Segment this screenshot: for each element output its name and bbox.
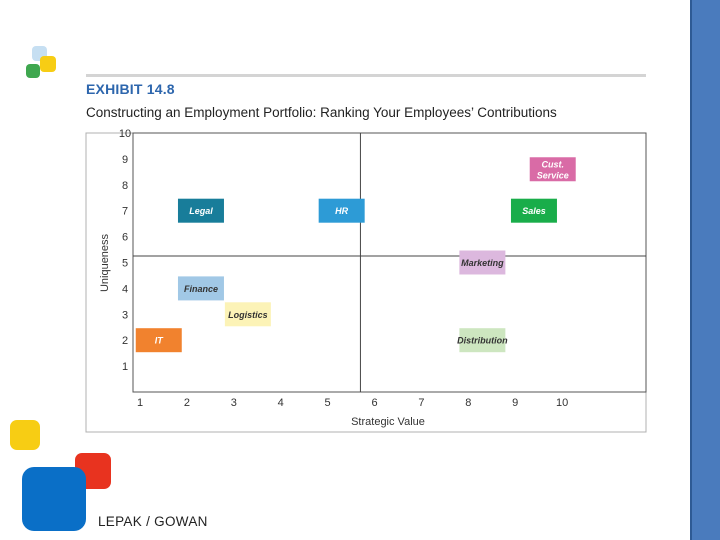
y-tick-label: 1 bbox=[122, 361, 128, 373]
point-label-it: IT bbox=[155, 336, 165, 346]
point-box-distribution bbox=[459, 328, 506, 353]
deco-square-green bbox=[26, 64, 40, 78]
right-sidebar bbox=[690, 0, 720, 540]
point-label-hr: HR bbox=[335, 206, 348, 216]
y-tick-label: 8 bbox=[122, 180, 128, 192]
y-tick-label: 9 bbox=[122, 154, 128, 166]
point-box-cust-service bbox=[529, 157, 576, 182]
point-label-finance: Finance bbox=[184, 284, 218, 294]
deco-square-yellow-bottom bbox=[10, 420, 40, 450]
point-box-finance bbox=[177, 276, 224, 301]
point-box-sales bbox=[510, 198, 557, 223]
point-box-hr bbox=[318, 198, 365, 223]
point-label-cust-service: Cust. Service bbox=[537, 159, 569, 180]
title-rule bbox=[86, 74, 646, 77]
x-tick-label: 5 bbox=[325, 397, 331, 409]
y-tick-label: 5 bbox=[122, 258, 128, 270]
y-tick-label: 7 bbox=[122, 206, 128, 218]
x-tick-label: 1 bbox=[137, 397, 143, 409]
plot-area bbox=[132, 132, 647, 393]
y-tick-label: 4 bbox=[122, 283, 128, 295]
y-tick-label: 3 bbox=[122, 309, 128, 321]
y-tick-label: 10 bbox=[119, 128, 131, 140]
exhibit-title: EXHIBIT 14.8 bbox=[86, 81, 175, 97]
point-label-legal: Legal bbox=[189, 206, 213, 216]
x-tick-label: 2 bbox=[184, 397, 190, 409]
deco-square-blue bbox=[22, 467, 86, 531]
exhibit-subtitle: Constructing an Employment Portfolio: Ra… bbox=[86, 105, 557, 120]
point-label-marketing: Marketing bbox=[461, 258, 504, 268]
x-tick-label: 8 bbox=[465, 397, 471, 409]
y-tick-label: 2 bbox=[122, 335, 128, 347]
point-box-it bbox=[135, 328, 182, 353]
point-label-sales: Sales bbox=[522, 206, 546, 216]
point-box-legal bbox=[177, 198, 224, 223]
x-tick-label: 3 bbox=[231, 397, 237, 409]
x-tick-label: 7 bbox=[418, 397, 424, 409]
point-label-logistics: Logistics bbox=[228, 310, 268, 320]
point-box-logistics bbox=[224, 302, 271, 327]
x-axis-label: Strategic Value bbox=[351, 416, 425, 428]
point-label-distribution: Distribution bbox=[457, 336, 508, 346]
y-axis-label: Uniqueness bbox=[99, 233, 111, 292]
footer-authors: LEPAK / GOWAN bbox=[98, 514, 208, 529]
x-tick-label: 10 bbox=[556, 397, 568, 409]
x-tick-label: 4 bbox=[278, 397, 284, 409]
point-box-marketing bbox=[459, 250, 506, 275]
y-tick-label: 6 bbox=[122, 232, 128, 244]
x-tick-label: 6 bbox=[371, 397, 377, 409]
deco-square-yellow bbox=[40, 56, 56, 72]
x-tick-label: 9 bbox=[512, 397, 518, 409]
